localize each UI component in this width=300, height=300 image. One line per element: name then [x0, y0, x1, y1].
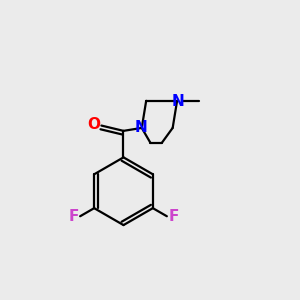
Text: F: F [168, 209, 178, 224]
Text: N: N [171, 94, 184, 109]
Text: O: O [88, 117, 100, 132]
Text: N: N [134, 119, 147, 134]
Text: F: F [68, 209, 79, 224]
